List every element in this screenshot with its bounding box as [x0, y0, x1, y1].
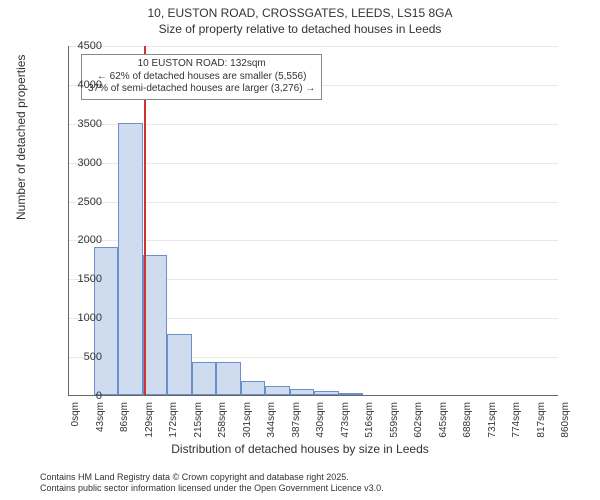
x-tick-label: 258sqm [217, 402, 228, 438]
y-tick-label: 0 [62, 390, 102, 402]
grid-line [69, 46, 558, 47]
x-tick-label: 731sqm [487, 402, 498, 438]
x-tick-label: 645sqm [438, 402, 449, 438]
plot-region: 10 EUSTON ROAD: 132sqm← 62% of detached … [68, 46, 558, 396]
x-tick-label: 215sqm [193, 402, 204, 438]
y-tick-label: 3000 [62, 157, 102, 169]
title-line-1: 10, EUSTON ROAD, CROSSGATES, LEEDS, LS15… [0, 6, 600, 22]
x-tick-label: 172sqm [168, 402, 179, 438]
histogram-bar [265, 386, 290, 395]
annotation-line-2: ← 62% of detached houses are smaller (5,… [88, 71, 315, 84]
x-axis-label: Distribution of detached houses by size … [0, 442, 600, 456]
y-axis-label: Number of detached properties [14, 55, 28, 220]
x-tick-label: 774sqm [511, 402, 522, 438]
y-tick-label: 1500 [62, 273, 102, 285]
y-tick-label: 1000 [62, 312, 102, 324]
title-line-2: Size of property relative to detached ho… [0, 22, 600, 38]
attribution-footer: Contains HM Land Registry data © Crown c… [40, 472, 384, 495]
annotation-line-3: 37% of semi-detached houses are larger (… [88, 83, 315, 96]
histogram-bar [216, 362, 241, 395]
x-tick-label: 860sqm [560, 402, 571, 438]
histogram-bar [290, 389, 315, 395]
histogram-bar [167, 334, 192, 395]
x-tick-label: 0sqm [70, 402, 81, 426]
x-tick-label: 129sqm [144, 402, 155, 438]
annotation-box: 10 EUSTON ROAD: 132sqm← 62% of detached … [81, 54, 322, 100]
y-tick-label: 500 [62, 351, 102, 363]
histogram-bar [192, 362, 217, 395]
footer-line-1: Contains HM Land Registry data © Crown c… [40, 472, 384, 483]
annotation-line-1: 10 EUSTON ROAD: 132sqm [88, 58, 315, 71]
y-tick-label: 3500 [62, 118, 102, 130]
x-tick-label: 344sqm [266, 402, 277, 438]
x-tick-label: 387sqm [291, 402, 302, 438]
y-tick-label: 2500 [62, 196, 102, 208]
y-tick-label: 2000 [62, 234, 102, 246]
x-tick-label: 430sqm [315, 402, 326, 438]
histogram-bar [339, 393, 364, 395]
histogram-bar [314, 391, 339, 395]
x-tick-label: 817sqm [536, 402, 547, 438]
x-tick-label: 473sqm [340, 402, 351, 438]
chart-title-block: 10, EUSTON ROAD, CROSSGATES, LEEDS, LS15… [0, 0, 600, 37]
x-tick-label: 301sqm [242, 402, 253, 438]
chart-area: 10 EUSTON ROAD: 132sqm← 62% of detached … [68, 46, 558, 396]
x-tick-label: 516sqm [364, 402, 375, 438]
y-tick-label: 4500 [62, 40, 102, 52]
x-tick-label: 688sqm [462, 402, 473, 438]
footer-line-2: Contains public sector information licen… [40, 483, 384, 494]
histogram-bar [241, 381, 266, 395]
y-tick-label: 4000 [62, 79, 102, 91]
x-tick-label: 559sqm [389, 402, 400, 438]
x-tick-label: 602sqm [413, 402, 424, 438]
histogram-bar [118, 123, 143, 395]
x-tick-label: 43sqm [95, 402, 106, 432]
x-tick-label: 86sqm [119, 402, 130, 432]
